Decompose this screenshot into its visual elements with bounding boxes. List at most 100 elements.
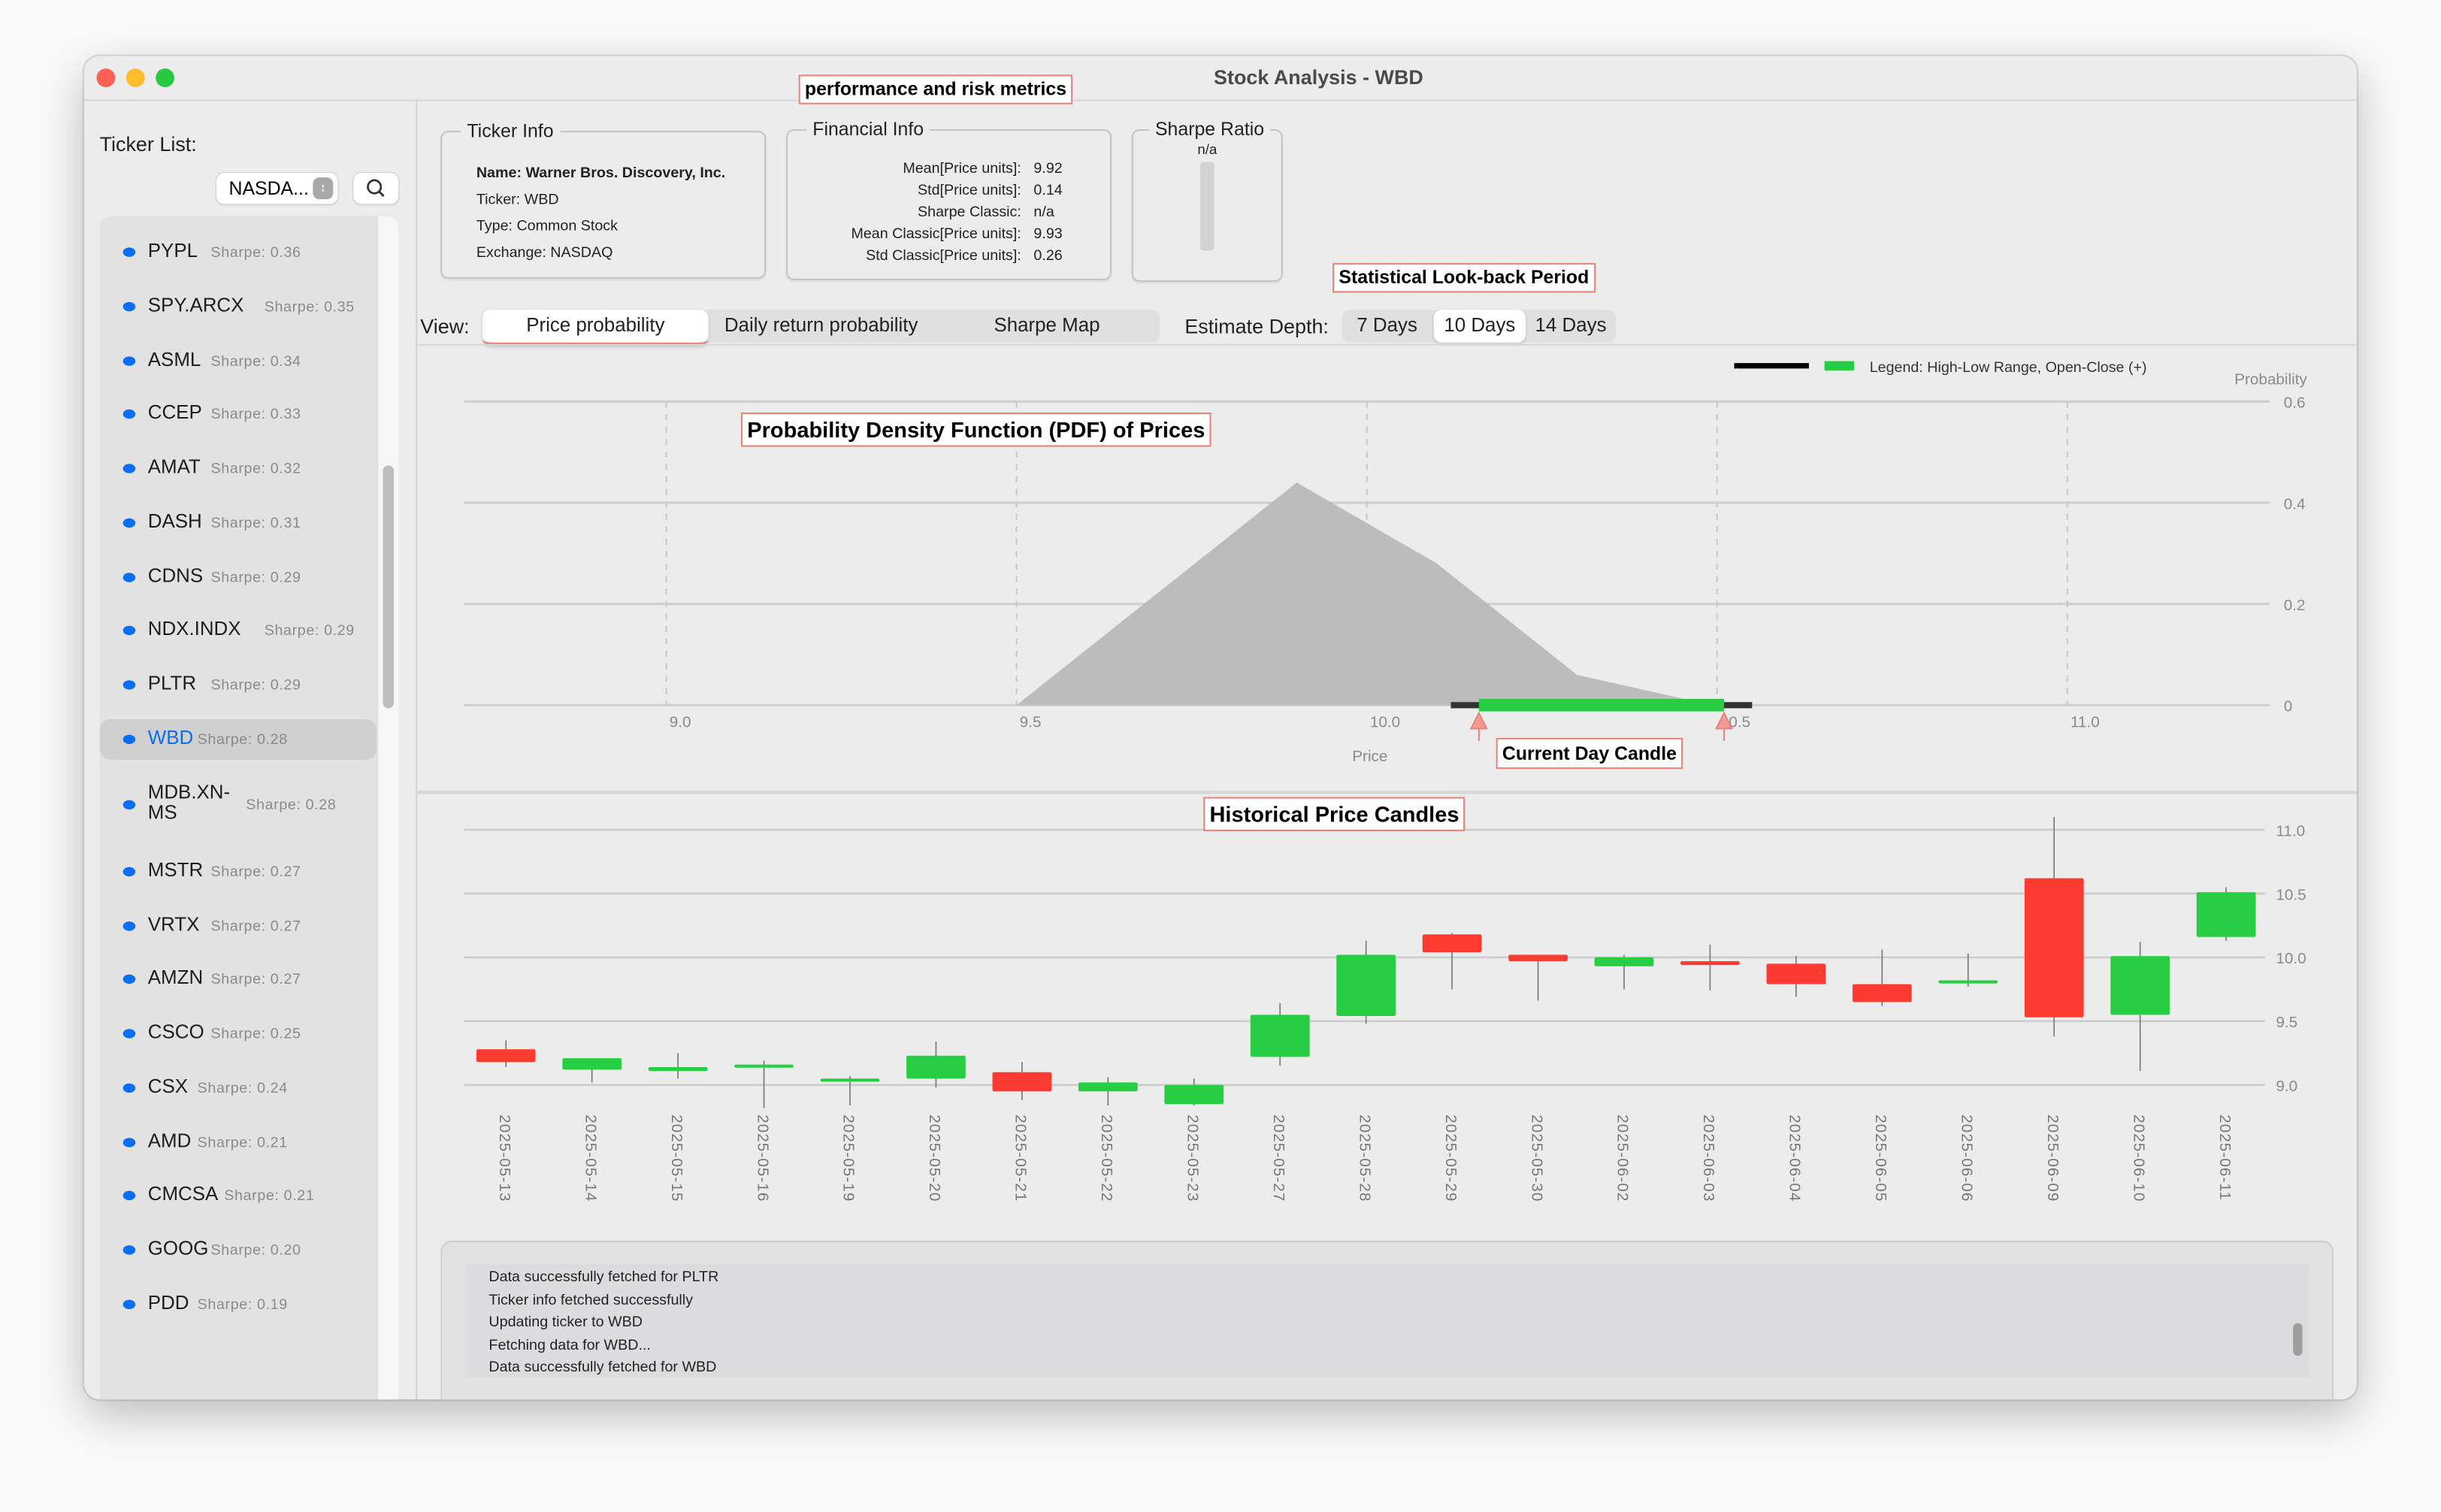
depth-option-14-days[interactable]: 14 Days bbox=[1535, 314, 1607, 337]
ticker-symbol: DASH bbox=[147, 510, 202, 533]
ticker-list-item[interactable]: NDX.INDX Sharpe: 0.29 bbox=[100, 610, 377, 651]
ticker-list-item[interactable]: MSTR Sharpe: 0.27 bbox=[100, 851, 377, 892]
candle-date-label: 2025-05-23 bbox=[1184, 1114, 1201, 1202]
candle-date-label: 2025-05-16 bbox=[754, 1114, 771, 1202]
ticker-list-item[interactable]: AMAT Sharpe: 0.32 bbox=[100, 449, 377, 489]
financial-info-title: Financial Info bbox=[806, 118, 930, 141]
financial-label: Mean Classic[Price units]: bbox=[851, 225, 1021, 243]
ticker-list-item[interactable]: CSX Sharpe: 0.24 bbox=[100, 1068, 377, 1108]
candle-body bbox=[820, 1078, 880, 1082]
candle-ytick-label: 9.0 bbox=[2276, 1078, 2297, 1095]
status-dot-icon bbox=[123, 1245, 136, 1255]
candle-body bbox=[1938, 980, 1998, 984]
candle-ytick-label: 9.5 bbox=[2276, 1014, 2297, 1031]
sharpe-value: Sharpe: 0.32 bbox=[210, 461, 301, 478]
ticker-list-item[interactable]: PYPL Sharpe: 0.36 bbox=[100, 232, 377, 273]
candle-body bbox=[1422, 934, 1482, 953]
log-scrollbar-thumb[interactable] bbox=[2293, 1323, 2303, 1356]
candle-body bbox=[476, 1049, 536, 1063]
sharpe-value: Sharpe: 0.24 bbox=[197, 1080, 288, 1098]
log-line: Data successfully fetched for PLTR bbox=[489, 1269, 719, 1286]
zoom-button[interactable] bbox=[156, 68, 174, 87]
ticker-list-select[interactable]: NASDA... ↕ bbox=[216, 172, 338, 204]
candle-body bbox=[562, 1058, 622, 1070]
sharpe-value: Sharpe: 0.27 bbox=[210, 971, 301, 989]
ticker-symbol: CCEP bbox=[147, 401, 202, 424]
list-scrollbar[interactable] bbox=[378, 216, 399, 1400]
ticker-list-item[interactable]: ASML Sharpe: 0.34 bbox=[100, 341, 377, 382]
candle-ytick-label: 11.0 bbox=[2276, 822, 2305, 839]
ticker-list-item[interactable]: GOOG Sharpe: 0.20 bbox=[100, 1229, 377, 1270]
app-window: Stock Analysis - WBD Ticker List: NASDA.… bbox=[83, 56, 2358, 1400]
candle-date-label: 2025-06-05 bbox=[1872, 1114, 1889, 1202]
ticker-symbol: AMAT bbox=[147, 455, 201, 478]
ticker-list-item[interactable]: DASH Sharpe: 0.31 bbox=[100, 503, 377, 543]
window-title: Stock Analysis - WBD bbox=[1214, 65, 1423, 89]
ticker-info-group: Ticker Info Name: Warner Bros. Discovery… bbox=[440, 119, 767, 279]
close-button[interactable] bbox=[96, 68, 116, 87]
status-dot-icon bbox=[123, 301, 136, 312]
ticker-symbol: MDB.XN-MS bbox=[147, 781, 231, 824]
ticker-list-item[interactable]: WBD Sharpe: 0.28 bbox=[99, 718, 377, 760]
candle-body bbox=[1336, 954, 1396, 1017]
sharpe-value: Sharpe: 0.21 bbox=[197, 1135, 288, 1152]
candle-date-label: 2025-05-28 bbox=[1356, 1114, 1373, 1202]
view-label: View: bbox=[420, 314, 470, 338]
ticker-info-title: Ticker Info bbox=[461, 119, 560, 142]
ticker-symbol: AMZN bbox=[147, 966, 204, 989]
depth-option-7-days[interactable]: 7 Days bbox=[1357, 314, 1417, 337]
sharpe-value: Sharpe: 0.28 bbox=[246, 797, 337, 815]
candle-date-label: 2025-05-14 bbox=[582, 1114, 599, 1202]
candle-ytick-label: 10.0 bbox=[2276, 950, 2306, 967]
ticker-symbol: MSTR bbox=[147, 859, 204, 881]
ticker-list-item[interactable]: AMD Sharpe: 0.21 bbox=[100, 1122, 377, 1163]
ticker-list-item[interactable]: PDD Sharpe: 0.19 bbox=[100, 1284, 377, 1325]
pdf-ytick-label: 0.6 bbox=[2284, 395, 2306, 412]
ticker-list-item[interactable]: CSCO Sharpe: 0.25 bbox=[100, 1013, 377, 1054]
financial-label: Sharpe Classic: bbox=[918, 204, 1021, 222]
status-dot-icon bbox=[123, 921, 136, 931]
annotation-candles-title: Historical Price Candles bbox=[1203, 797, 1466, 832]
status-dot-icon bbox=[123, 680, 136, 690]
candle-date-label: 2025-06-10 bbox=[2130, 1114, 2147, 1202]
list-scrollbar-thumb[interactable] bbox=[383, 465, 395, 709]
candle-body bbox=[2024, 878, 2084, 1018]
ticker-list-item[interactable]: AMZN Sharpe: 0.27 bbox=[100, 959, 377, 999]
tab-daily-return-probability[interactable]: Daily return probability bbox=[724, 314, 918, 337]
tab-price-probability[interactable]: Price probability bbox=[482, 310, 709, 346]
ticker-list-item[interactable]: PLTR Sharpe: 0.29 bbox=[100, 664, 377, 705]
candle-date-label: 2025-06-04 bbox=[1786, 1114, 1804, 1202]
financial-value: 9.92 bbox=[1033, 160, 1063, 178]
depth-option-10-days[interactable]: 10 Days bbox=[1433, 310, 1526, 343]
pdf-ytick-label: 0.2 bbox=[2284, 597, 2306, 614]
ticker-symbol: WBD bbox=[147, 727, 194, 749]
tab-sharpe-map[interactable]: Sharpe Map bbox=[994, 314, 1100, 337]
sharpe-value: Sharpe: 0.20 bbox=[210, 1241, 301, 1259]
log-text-area[interactable]: Data successfully fetched for PLTR Ticker… bbox=[465, 1263, 2309, 1378]
ticker-list-item[interactable]: MDB.XN-MS Sharpe: 0.28 bbox=[100, 781, 377, 825]
ticker-list-item[interactable]: VRTX Sharpe: 0.27 bbox=[100, 906, 377, 947]
ticker-list-item[interactable]: SPY.ARCX Sharpe: 0.35 bbox=[100, 286, 377, 327]
log-panel: Data successfully fetched for PLTR Ticker… bbox=[440, 1240, 2334, 1400]
minimize-button[interactable] bbox=[126, 68, 145, 87]
annotation-pdf-title: Probability Density Function (PDF) of Pr… bbox=[740, 412, 1211, 447]
ticker-list-item[interactable]: CMCSA Sharpe: 0.21 bbox=[100, 1175, 377, 1216]
status-dot-icon bbox=[123, 518, 136, 528]
ticker-list-item[interactable]: CCEP Sharpe: 0.33 bbox=[100, 394, 377, 434]
candle-ytick-label: 10.5 bbox=[2276, 886, 2306, 903]
ticker-symbol: CMCSA bbox=[147, 1183, 219, 1205]
sharpe-value: Sharpe: 0.31 bbox=[210, 515, 301, 533]
estimate-depth-label: Estimate Depth: bbox=[1184, 314, 1329, 338]
candle-body bbox=[992, 1072, 1052, 1092]
ticker-symbol: ASML bbox=[147, 348, 201, 370]
search-button[interactable] bbox=[353, 172, 399, 204]
log-line: Ticker info fetched successfully bbox=[489, 1291, 694, 1309]
financial-value: 0.26 bbox=[1033, 247, 1063, 265]
ticker-list[interactable]: TTWOSharpe: 0.38LRCXSharpe: 0.37PYPLShar… bbox=[99, 216, 399, 1400]
status-dot-icon bbox=[123, 409, 136, 419]
ticker-list-item[interactable]: CDNS Sharpe: 0.29 bbox=[100, 558, 377, 598]
status-dot-icon bbox=[123, 1299, 136, 1310]
ticker-list-label: Ticker List: bbox=[99, 132, 197, 156]
